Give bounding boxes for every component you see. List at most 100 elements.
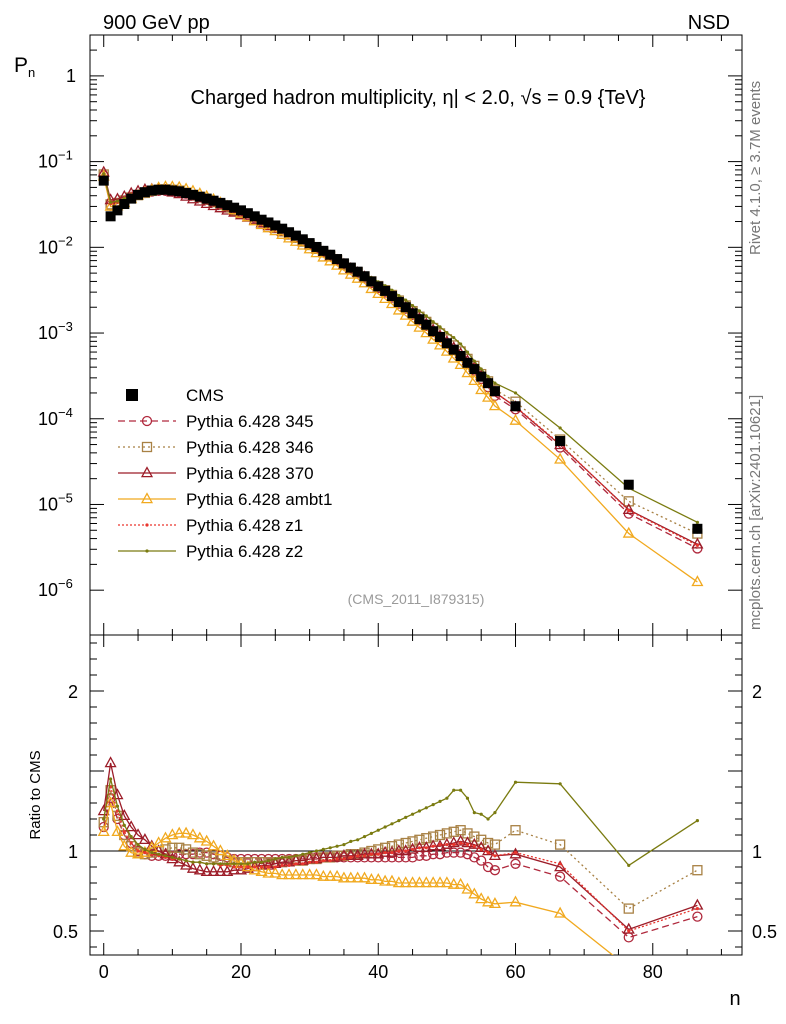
series-ratio-point xyxy=(321,847,325,852)
series-ratio-point xyxy=(445,796,449,800)
series-ratio-point xyxy=(692,865,703,876)
series-ratio-point xyxy=(287,863,291,868)
legend-cms-marker xyxy=(126,389,138,401)
series-ratio-point xyxy=(253,860,257,864)
series-ratio-point xyxy=(337,871,350,883)
series-ratio-point xyxy=(399,876,412,888)
series-ratio-point xyxy=(447,877,460,889)
series-ratio-point xyxy=(335,844,339,848)
series-ratio-point xyxy=(400,837,411,849)
series-ratio-point xyxy=(269,866,282,878)
cms-data-point xyxy=(407,308,418,319)
series-ratio-point xyxy=(462,849,473,860)
series-ratio-point xyxy=(476,855,487,866)
series-ratio-point xyxy=(433,876,447,888)
series-ratio-point xyxy=(476,834,487,845)
cms-data-point xyxy=(146,185,157,196)
legend-marker xyxy=(141,441,153,453)
series-ratio-point xyxy=(143,851,147,855)
series-ratio-point xyxy=(454,834,467,846)
x-tick-label: 40 xyxy=(368,962,388,982)
series-ratio-point xyxy=(440,837,453,849)
series-ratio-point xyxy=(163,854,168,858)
cms-data-point xyxy=(208,195,219,206)
ratio-frame xyxy=(89,634,743,956)
series-point xyxy=(488,399,501,411)
series-ratio-point xyxy=(314,860,319,864)
x-tick-label: 20 xyxy=(231,962,251,982)
series-ratio-point xyxy=(166,828,179,840)
series-ratio-point xyxy=(482,861,494,873)
cms-data-point xyxy=(352,266,363,277)
series-ratio-point xyxy=(452,843,456,847)
legend-marker xyxy=(141,415,153,427)
series-ratio-point xyxy=(129,841,133,845)
cms-data-point xyxy=(174,186,185,197)
cms-data-point xyxy=(469,364,480,375)
series-ratio-point xyxy=(410,847,415,852)
series-ratio-point xyxy=(372,873,385,885)
series-ratio-point xyxy=(255,865,268,877)
series-ratio-point xyxy=(385,845,399,857)
series-ratio-point xyxy=(369,852,373,856)
series-ratio-point xyxy=(150,851,154,855)
series-ratio-point xyxy=(342,843,346,847)
series-ratio-point xyxy=(331,850,344,862)
series-ratio-point xyxy=(413,876,426,888)
series-ratio-point xyxy=(173,826,186,838)
series-ratio-point xyxy=(211,862,216,866)
series-point xyxy=(513,391,518,395)
series-ratio-point xyxy=(431,803,435,807)
series-ratio-point xyxy=(468,837,481,849)
series-ratio-point xyxy=(97,825,110,837)
series-ratio-point xyxy=(321,859,325,863)
series-ratio-point xyxy=(472,811,476,815)
series-ratio-point xyxy=(424,846,428,850)
cms-data-point xyxy=(483,378,494,389)
series-ratio-point xyxy=(122,823,126,828)
cms-data-point xyxy=(455,350,466,361)
cms-data-point xyxy=(400,302,411,313)
series-ratio-point xyxy=(324,869,337,881)
cms-data-point xyxy=(98,175,109,186)
series-ratio-point xyxy=(282,868,296,880)
cms-data-point xyxy=(112,205,123,216)
cms-data-point xyxy=(373,281,384,292)
series-ratio-point xyxy=(351,871,364,883)
series-point xyxy=(417,309,422,313)
series-ratio-point xyxy=(111,825,124,837)
series-ratio-point xyxy=(122,830,126,834)
series-ratio-point xyxy=(509,895,522,907)
series-point xyxy=(445,331,449,335)
series-ratio-point xyxy=(239,862,243,866)
legend-marker xyxy=(145,523,149,527)
series-ratio-point xyxy=(193,831,206,843)
series-ratio-point xyxy=(351,849,364,861)
series-ratio-point xyxy=(510,858,521,869)
ratio-tick-label-right: 2 xyxy=(752,682,762,702)
series-ratio-point xyxy=(379,845,392,857)
series-ratio-point xyxy=(554,871,566,882)
series-ratio-point xyxy=(386,841,398,852)
series-ratio-point xyxy=(420,841,433,853)
series-ratio-point xyxy=(131,847,145,859)
legend-label: Pythia 6.428 z2 xyxy=(186,542,303,561)
series-ratio-point xyxy=(221,865,234,877)
series-ratio-point xyxy=(131,828,145,840)
cms-data-group xyxy=(98,175,703,534)
series-ratio-point xyxy=(255,858,268,870)
series-ratio-point xyxy=(200,865,213,877)
cms-data-point xyxy=(366,276,377,287)
series-ratio-point xyxy=(214,844,227,856)
cms-data-point xyxy=(119,199,130,210)
series-ratio-point xyxy=(115,804,120,808)
series-ratio-point xyxy=(221,849,234,861)
series-point xyxy=(465,350,470,354)
series-ratio-point xyxy=(200,834,213,846)
series-ratio-point xyxy=(104,756,117,768)
series-point xyxy=(472,359,476,363)
series-ratio-point xyxy=(331,869,344,881)
legend-label: Pythia 6.428 346 xyxy=(186,438,314,457)
series-ratio-point xyxy=(627,863,631,868)
